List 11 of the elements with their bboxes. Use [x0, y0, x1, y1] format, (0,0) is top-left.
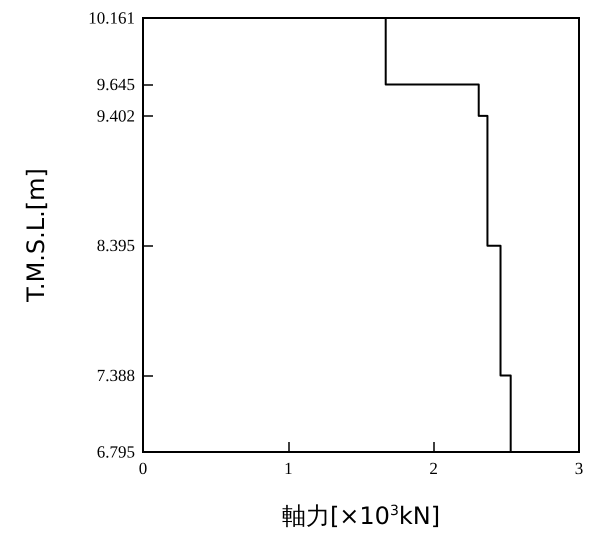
x-tick-label: 1 [284, 459, 293, 478]
y-tick-label: 9.402 [96, 106, 135, 126]
y-tick-label: 6.795 [96, 442, 135, 462]
x-tick-label: 0 [138, 459, 148, 478]
y-tick-label: 8.395 [96, 236, 135, 256]
y-tick-label: 7.388 [96, 366, 135, 386]
x-tick-label: 3 [574, 459, 584, 478]
y-tick-label: 10.161 [88, 8, 135, 28]
x-tick-label: 2 [429, 459, 438, 478]
y-axis-title: T.M.S.L.[m] [22, 168, 50, 303]
y-tick-label: 9.645 [96, 75, 135, 94]
